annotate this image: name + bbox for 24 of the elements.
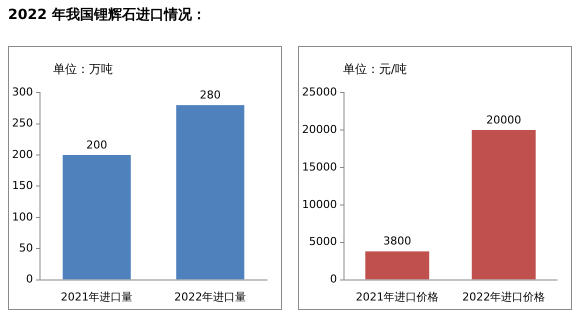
- data-label: 3800: [383, 234, 412, 248]
- y-tick-label: 5000: [308, 235, 337, 248]
- x-tick-label: 2022年进口价格: [462, 290, 546, 304]
- y-tick-label: 15000: [302, 160, 337, 174]
- y-tick-label: 0: [26, 272, 33, 286]
- chart-title: 2022 年我国锂辉石进口情况：: [8, 6, 206, 24]
- y-tick-label: 20000: [302, 122, 337, 136]
- data-label: 280: [200, 88, 221, 102]
- y-axis-title: 单位：元/吨: [343, 61, 408, 78]
- y-tick-label: 150: [12, 179, 33, 192]
- x-tick-label: 2021年进口量: [60, 290, 133, 304]
- y-tick-label: 250: [12, 116, 33, 130]
- data-label: 200: [86, 138, 108, 152]
- y-tick-label: 10000: [302, 198, 337, 211]
- y-tick-label: 0: [330, 272, 337, 286]
- y-axis-title: 单位：万吨: [53, 61, 113, 78]
- x-tick-label: 2021年进口价格: [356, 290, 439, 304]
- y-tick-label: 100: [12, 210, 33, 224]
- y-tick-label: 50: [18, 241, 33, 254]
- y-tick-label: 25000: [302, 85, 337, 98]
- y-tick-label: 300: [12, 85, 33, 98]
- x-tick-label: 2022年进口量: [174, 290, 246, 304]
- data-label: 20000: [486, 113, 522, 126]
- y-tick-label: 200: [12, 148, 33, 161]
